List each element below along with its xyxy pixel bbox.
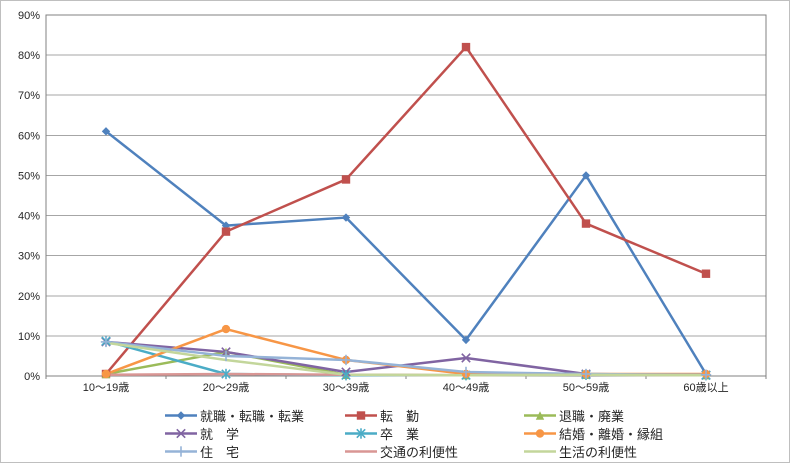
series-marker-就職・転職・転業 [101, 127, 111, 136]
y-tick-label: 70% [18, 90, 40, 102]
legend-item-転勤: 転 勤 [344, 407, 420, 424]
x-category-label: 30〜39歳 [323, 381, 369, 394]
series-marker-転勤 [221, 227, 231, 236]
legend-marker-icon [176, 410, 186, 420]
series-marker-転勤 [701, 269, 711, 278]
legend-label: 就職・転職・転業 [200, 408, 305, 424]
legend-label: 退職・廃業 [559, 408, 625, 424]
series-line-転勤 [104, 45, 708, 376]
series-marker-住宅 [460, 366, 472, 378]
series-marker-転勤 [581, 219, 591, 228]
legend-label: 就 学 [200, 426, 240, 442]
series-marker-結婚・離婚・縁組 [221, 324, 231, 334]
x-category-label: 20〜29歳 [203, 381, 249, 394]
y-tick-label: 50% [18, 170, 40, 182]
series-marker-就職・転職・転業 [341, 213, 351, 222]
y-tick-label: 60% [18, 130, 40, 142]
legend-marker-icon [535, 410, 545, 420]
series-marker-結婚・離婚・縁組 [101, 369, 111, 379]
legend-marker-icon [176, 428, 186, 438]
legend-marker-icon [356, 410, 366, 420]
series-marker-転勤 [341, 175, 351, 184]
legend-label: 結婚・離婚・縁組 [559, 426, 664, 442]
legend-swatch-icon [165, 445, 197, 457]
legend-label: 住 宅 [200, 444, 240, 460]
legend-swatch-icon [345, 427, 377, 439]
series-line-就職・転職・転業 [104, 130, 708, 376]
series-marker-住宅 [340, 354, 352, 366]
series-marker-就学 [461, 353, 471, 363]
legend-marker-icon [356, 427, 366, 439]
legend-item-結婚・離婚・縁組: 結婚・離婚・縁組 [523, 425, 664, 442]
y-tick-label: 10% [18, 331, 40, 343]
series-marker-就職・転職・転業 [581, 171, 591, 180]
series-marker-就職・転職・転業 [461, 335, 471, 345]
legend-swatch-icon [524, 428, 556, 438]
x-category-label: 10〜19歳 [83, 381, 129, 394]
series-marker-卒業 [341, 369, 351, 381]
series-marker-就職・転職・転業 [221, 221, 231, 230]
y-tick-label: 0% [24, 371, 40, 383]
legend-item-生活の利便性: 生活の利便性 [523, 443, 638, 460]
y-tick-label: 20% [18, 291, 40, 303]
y-tick-label: 80% [18, 50, 40, 62]
x-category-label: 50〜59歳 [563, 381, 609, 394]
series-marker-卒業 [221, 368, 231, 380]
legend-swatch-icon [345, 449, 377, 453]
legend-swatch-icon [165, 410, 197, 420]
series-line-生活の利便性 [104, 341, 708, 377]
series-marker-転勤 [461, 42, 471, 52]
legend-label: 交通の利便性 [380, 444, 459, 460]
y-tick-label: 40% [18, 211, 40, 223]
legend-item-住宅: 住 宅 [164, 443, 240, 460]
legend-label: 転 勤 [380, 408, 420, 424]
legend-swatch-icon [165, 428, 197, 438]
legend-label: 生活の利便性 [559, 444, 638, 460]
legend-swatch-icon [524, 449, 556, 453]
legend-item-交通の利便性: 交通の利便性 [344, 443, 459, 460]
legend-swatch-icon [524, 410, 556, 420]
legend-item-就職・転職・転業: 就職・転職・転業 [164, 407, 305, 424]
y-tick-label: 90% [18, 10, 40, 22]
legend-marker-icon [535, 428, 545, 438]
legend-item-退職・廃業: 退職・廃業 [523, 407, 625, 424]
x-category-label: 60歳以上 [683, 381, 728, 394]
legend-item-卒業: 卒 業 [344, 425, 420, 442]
plot-border [45, 14, 767, 377]
legend-swatch-icon [345, 410, 377, 420]
x-category-label: 40〜49歳 [443, 381, 489, 394]
y-tick-label: 30% [18, 251, 40, 263]
series-marker-住宅 [220, 350, 232, 362]
legend-item-就学: 就 学 [164, 425, 240, 442]
series-marker-住宅 [580, 368, 592, 380]
series-marker-住宅 [700, 369, 712, 380]
legend-label: 卒 業 [380, 426, 420, 442]
legend-marker-icon [175, 445, 187, 457]
series-marker-住宅 [100, 336, 112, 348]
